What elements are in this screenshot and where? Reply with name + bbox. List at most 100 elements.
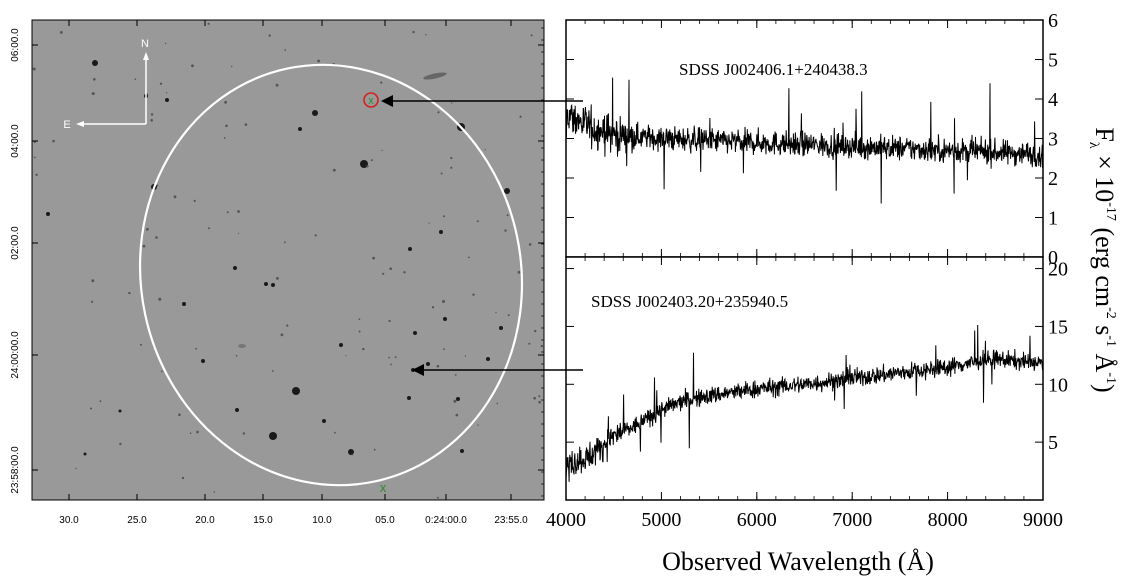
star <box>468 256 470 259</box>
star <box>455 413 459 417</box>
spectra-panels: 4000 5000 6000 7000 8000 9000 0 1 2 3 4 5 6 5 10 15 20 S… <box>546 10 1119 576</box>
connector-arrows <box>381 95 583 376</box>
y-tick-label-top: 3 <box>1048 129 1058 151</box>
star <box>408 247 412 251</box>
star <box>155 236 158 239</box>
star <box>443 317 447 321</box>
star <box>208 227 210 230</box>
star <box>191 64 194 68</box>
star <box>189 432 192 435</box>
star <box>283 241 286 244</box>
star <box>181 476 185 480</box>
star <box>456 397 460 401</box>
star <box>530 34 533 37</box>
y-label-part: -17 <box>1103 202 1118 221</box>
x-tick-label: 7000 <box>832 509 872 531</box>
star <box>390 363 392 366</box>
ra-tick-label: 23:55.0 <box>494 515 528 526</box>
star <box>496 402 499 405</box>
star <box>242 432 246 435</box>
star <box>150 113 154 116</box>
y-label-part: × 10 <box>1090 149 1119 203</box>
star <box>373 448 376 451</box>
star <box>286 324 289 327</box>
star <box>407 396 411 400</box>
spectrum-top-line <box>566 77 1043 204</box>
star <box>91 300 94 303</box>
compass-north-label: N <box>141 38 149 50</box>
star <box>477 424 479 426</box>
star <box>345 355 347 357</box>
star <box>35 173 38 176</box>
sky-image-background <box>31 19 545 501</box>
star <box>92 60 98 66</box>
galaxy <box>423 72 447 80</box>
source-marker-1: x <box>363 92 379 108</box>
star <box>519 115 522 118</box>
dec-tick-label: 04:00.0 <box>10 124 21 158</box>
ra-tick-label: 05.0 <box>375 515 395 526</box>
compass: N E <box>63 38 149 131</box>
star <box>201 359 205 363</box>
y-tick-label-top: 2 <box>1048 168 1058 190</box>
star <box>322 419 326 423</box>
circle-marker <box>363 92 379 108</box>
star <box>223 137 226 139</box>
y-tick-label-bottom: 10 <box>1048 374 1068 396</box>
star <box>495 312 497 314</box>
y-tick-label-top: 4 <box>1048 89 1058 111</box>
star <box>451 102 453 104</box>
star <box>425 34 427 36</box>
y-tick-label-bottom: 15 <box>1048 316 1068 338</box>
star <box>348 449 354 455</box>
star <box>128 291 131 295</box>
star <box>431 306 435 309</box>
star <box>159 82 163 86</box>
star <box>437 111 440 114</box>
x-tick-label: 9000 <box>1023 509 1063 531</box>
star <box>193 199 196 202</box>
star <box>264 282 268 286</box>
star <box>166 92 168 94</box>
star <box>454 374 457 376</box>
ra-tick-labels: 30.0 25.0 20.0 15.0 10.0 05.0 0:24:00.0 … <box>59 515 528 526</box>
spectrum-ticks <box>565 19 1044 500</box>
star <box>93 78 96 81</box>
star <box>46 212 50 216</box>
dec-tick-label: 24:00:00.0 <box>10 331 21 379</box>
star <box>436 496 439 499</box>
star <box>119 442 122 446</box>
aperture-ellipse <box>138 63 524 487</box>
star <box>91 92 95 96</box>
star <box>213 491 215 493</box>
star <box>540 344 544 348</box>
star <box>528 243 532 246</box>
star <box>370 159 373 162</box>
star <box>484 149 486 151</box>
star <box>403 271 406 274</box>
star <box>156 184 159 187</box>
star <box>275 83 279 87</box>
y-label-part: (erg cm <box>1090 221 1119 307</box>
star <box>382 272 385 275</box>
star <box>506 214 509 217</box>
star <box>271 370 274 372</box>
star <box>225 124 228 128</box>
star <box>360 160 368 168</box>
x-marker-bottom: x <box>380 480 387 495</box>
star <box>362 347 365 351</box>
x-axis-label: Observed Wavelength (Å) <box>662 547 934 576</box>
ra-tick-label: 0:24:00.0 <box>425 515 467 526</box>
x-tick-label: 8000 <box>928 509 968 531</box>
star <box>534 329 537 333</box>
star <box>443 215 445 218</box>
ra-tick-label: 30.0 <box>59 515 79 526</box>
star <box>83 452 87 456</box>
y-tick-label-bottom: 5 <box>1048 432 1058 454</box>
star <box>412 30 415 34</box>
star <box>298 127 302 131</box>
ra-tick-label: 25.0 <box>127 515 147 526</box>
star <box>486 357 490 361</box>
y-tick-label-top: 6 <box>1048 10 1058 32</box>
star <box>317 59 320 63</box>
